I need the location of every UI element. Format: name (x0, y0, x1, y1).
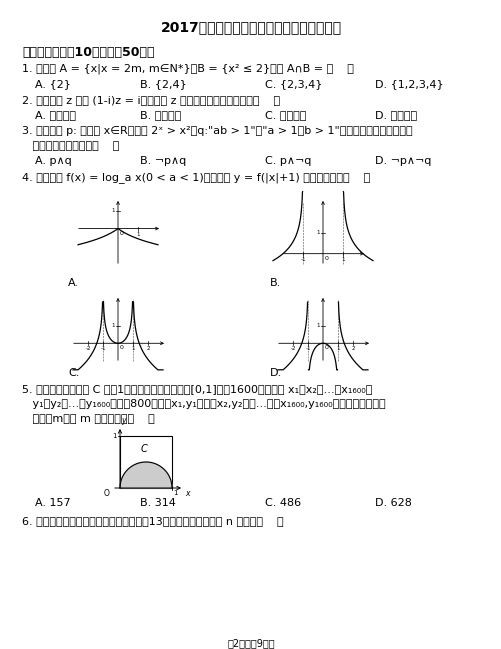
Text: -2: -2 (85, 347, 91, 351)
Text: B. {2,4}: B. {2,4} (140, 79, 186, 89)
Text: A. {2}: A. {2} (35, 79, 71, 89)
Text: -1: -1 (305, 347, 310, 351)
Text: D. 628: D. 628 (374, 498, 411, 508)
Text: 一、选择题（共10小题；共50分）: 一、选择题（共10小题；共50分） (22, 46, 154, 59)
Text: 列命题为真命题的是（    ）: 列命题为真命题的是（ ） (22, 141, 119, 151)
Text: D.: D. (270, 368, 282, 378)
Text: 2017年山东省潍坊市高三文科一模数学试卷: 2017年山东省潍坊市高三文科一模数学试卷 (160, 20, 341, 34)
Text: C: C (140, 444, 147, 454)
Text: 2: 2 (351, 347, 354, 351)
Bar (120, 436, 172, 488)
Text: 1: 1 (136, 232, 139, 237)
Text: O: O (104, 489, 110, 498)
Text: A. 第一象限: A. 第一象限 (35, 110, 76, 120)
Text: -1: -1 (100, 347, 106, 351)
Text: C. {2,3,4}: C. {2,3,4} (265, 79, 322, 89)
Text: C. p∧¬q: C. p∧¬q (265, 156, 311, 166)
Text: D. 第四象限: D. 第四象限 (374, 110, 416, 120)
Text: -2: -2 (290, 347, 295, 351)
Text: B. 314: B. 314 (140, 498, 175, 508)
Text: x: x (185, 489, 189, 498)
Text: 1: 1 (112, 433, 117, 439)
Text: 0: 0 (119, 230, 123, 236)
Text: 3. 已知命题 p: 对任意 x∈R，总有 2ˣ > x²；q:"ab > 1"是"a > 1，b > 1"的充分不必要条件，则下: 3. 已知命题 p: 对任意 x∈R，总有 2ˣ > x²；q:"ab > 1"… (22, 126, 412, 136)
Text: 1: 1 (316, 230, 319, 236)
Text: y: y (121, 416, 125, 425)
Text: A. 157: A. 157 (35, 498, 71, 508)
Text: 0: 0 (119, 345, 123, 350)
Text: 2. 已知复数 z 满足 (1-i)z = i，则复数 z 在复平面内的对应点位于（    ）: 2. 已知复数 z 满足 (1-i)z = i，则复数 z 在复平面内的对应点位… (22, 95, 280, 105)
Text: 1: 1 (111, 323, 115, 328)
Text: D. ¬p∧¬q: D. ¬p∧¬q (374, 156, 430, 166)
Text: B. ¬p∧q: B. ¬p∧q (140, 156, 186, 166)
Text: A.: A. (68, 278, 79, 288)
Text: 1: 1 (316, 323, 319, 328)
Text: -1: -1 (300, 256, 305, 262)
Text: 0: 0 (324, 345, 328, 350)
Text: 1: 1 (341, 256, 344, 262)
Text: 1: 1 (111, 208, 115, 214)
Text: C. 第三象限: C. 第三象限 (265, 110, 306, 120)
Text: 0: 0 (324, 256, 328, 261)
Text: y₁，y₂，…，y₁₆₀₀，已知800个点（x₁,y₁），（x₂,y₂），…，（x₁₆₀₀,y₁₆₀₀）落在阴影部分的: y₁，y₂，…，y₁₆₀₀，已知800个点（x₁,y₁），（x₂,y₂），…，（… (22, 399, 385, 409)
Text: A. p∧q: A. p∧q (35, 156, 72, 166)
Text: 6. 运行如图的程序框图，如果输出的数是13，那么输入的正整数 n 的值是（    ）: 6. 运行如图的程序框图，如果输出的数是13，那么输入的正整数 n 的值是（ ） (22, 516, 283, 526)
Text: 5. 如图正方形的曲线 C 是以1为直径的半圆，从区间[0,1]上取1600个随机数 x₁，x₂，…，x₁₆₀₀，: 5. 如图正方形的曲线 C 是以1为直径的半圆，从区间[0,1]上取1600个随… (22, 384, 372, 394)
Text: 1: 1 (173, 490, 177, 496)
Text: 1. 设集合 A = {x|x = 2m, m∈N*}，B = {x² ≤ 2}，则 A∩B = （    ）: 1. 设集合 A = {x|x = 2m, m∈N*}，B = {x² ≤ 2}… (22, 64, 353, 75)
Text: 1: 1 (131, 347, 134, 351)
Text: C. 486: C. 486 (265, 498, 301, 508)
Polygon shape (120, 462, 172, 488)
Text: 4. 已知函数 f(x) = log_a x(0 < a < 1)，则函数 y = f(|x|+1) 的图象大致为（    ）: 4. 已知函数 f(x) = log_a x(0 < a < 1)，则函数 y … (22, 172, 370, 183)
Text: 第2页（共9页）: 第2页（共9页） (227, 638, 274, 648)
Text: B.: B. (270, 278, 281, 288)
Text: 2: 2 (146, 347, 149, 351)
Text: C.: C. (68, 368, 79, 378)
Text: D. {1,2,3,4}: D. {1,2,3,4} (374, 79, 443, 89)
Text: 1: 1 (336, 347, 339, 351)
Text: 个数为m，则 m 的估计值为（    ）: 个数为m，则 m 的估计值为（ ） (22, 414, 154, 424)
Text: B. 第二象限: B. 第二象限 (140, 110, 181, 120)
